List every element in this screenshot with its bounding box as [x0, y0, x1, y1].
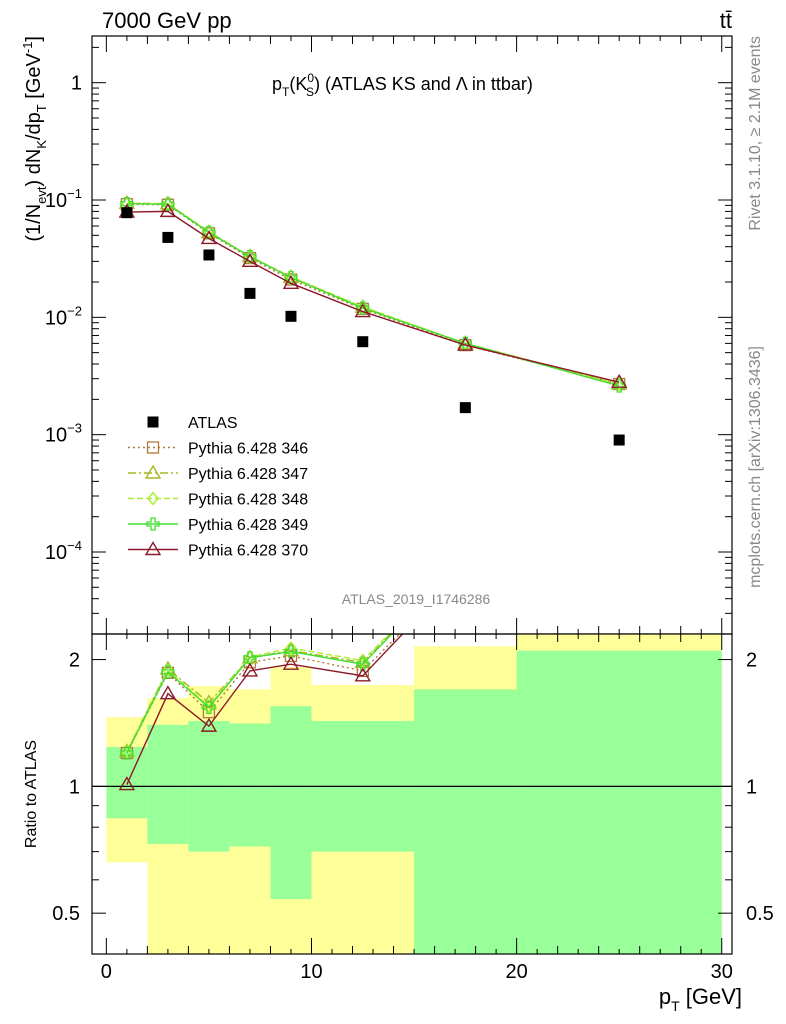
data-point-atlas	[121, 207, 133, 219]
ratio-point-p370	[282, 655, 300, 670]
data-point-atlas	[357, 336, 369, 348]
legend-label-p347: Pythia 6.428 347	[188, 466, 308, 483]
y-tick-label: 1	[71, 73, 82, 95]
legend-marker-atlas	[147, 416, 159, 428]
ratio-point-p348	[120, 744, 133, 759]
data-point-p348	[356, 299, 369, 314]
ratio-y-tick-label: 0.5	[52, 903, 80, 925]
ratio-point-p349	[202, 700, 216, 715]
legend-label-p349: Pythia 6.428 349	[188, 517, 308, 534]
ratio-point-p349	[356, 657, 370, 671]
data-point-p349	[161, 197, 175, 211]
uncertainty-band-green	[147, 724, 189, 844]
ratio-line-p370	[126, 634, 404, 785]
data-point-p370	[159, 202, 177, 218]
data-point-atlas	[459, 402, 471, 414]
series-line-p370	[126, 210, 620, 383]
legend: ATLAS Pythia 6.428 346 Pythia 6.428 347 Pyt…	[128, 415, 308, 560]
ratio-point-p370	[159, 685, 177, 700]
energy-label: 7000 GeV pp	[102, 8, 232, 33]
data-point-p370	[241, 252, 259, 268]
x-tick-label: 0	[101, 961, 112, 983]
legend-marker-p347	[144, 464, 162, 479]
legend-label-atlas: ATLAS	[188, 415, 238, 432]
legend-marker-p349	[146, 517, 160, 531]
ratio-y-tick-label-right: 2	[746, 650, 757, 672]
ratio-y-tick-label-right: 0.5	[746, 903, 774, 925]
plot-title: pT(K0 S) (ATLAS KS and Λ in ttbar)	[272, 71, 533, 99]
ratio-point-p349	[161, 665, 175, 679]
ratio-line-p349	[126, 634, 393, 754]
process-label: tt̄	[720, 8, 732, 33]
x-axis-title: pT [GeV]	[659, 984, 742, 1014]
ratio-frame	[91, 633, 733, 955]
data-point-p370	[354, 303, 371, 318]
x-tick-label: 10	[300, 961, 322, 983]
series-line-p346	[126, 203, 620, 385]
legend-marker-p370	[144, 541, 162, 556]
ratio-y-tick-label: 1	[69, 776, 80, 798]
ratio-point-p348	[356, 653, 369, 668]
analysis-id-label: ATLAS_2019_I1746286	[342, 591, 491, 607]
data-point-atlas	[285, 310, 297, 322]
data-point-atlas	[162, 231, 174, 243]
legend-label-p348: Pythia 6.428 348	[188, 492, 308, 509]
data-point-p370	[200, 230, 218, 245]
data-point-p349	[202, 225, 216, 240]
ratio-point-p348	[161, 662, 174, 678]
ratio-point-p370	[118, 776, 136, 791]
series-line-p348	[126, 202, 620, 385]
ratio-point-p349	[243, 651, 257, 665]
uncertainty-band-green	[414, 689, 517, 954]
data-point-p370	[282, 274, 300, 290]
x-tick-label: 20	[505, 961, 527, 983]
legend-marker-p348	[147, 491, 159, 506]
ratio-point-p349	[120, 746, 134, 760]
y-tick-label: 10−4	[45, 538, 82, 564]
ratio-y-tick-label: 2	[69, 650, 80, 672]
legend-marker-p346	[146, 441, 160, 454]
legend-label-p370: Pythia 6.428 370	[188, 543, 308, 560]
ratio-y-tick-label-right: 1	[746, 776, 757, 798]
ratio-point-p348	[285, 640, 297, 656]
y-tick-label: 10−2	[45, 303, 82, 329]
main-y-axis-title: (1/Nevt) dNK/dpT [GeV-1]	[20, 36, 49, 242]
data-point-atlas	[244, 287, 256, 299]
series-line-p349	[126, 203, 620, 387]
series-line-p347	[126, 202, 620, 385]
data-point-p370	[457, 336, 474, 351]
ratio-line-p347	[126, 634, 392, 752]
main-plot-panel: 1 10−1 10−2 10−3 10−4 pT(K0 S) (ATLAS KS and …	[20, 35, 733, 635]
ratio-point-p349	[284, 644, 298, 659]
ratio-point-p370	[241, 662, 259, 677]
legend-label-p346: Pythia 6.428 346	[188, 441, 308, 458]
data-point-p349	[356, 301, 370, 315]
ratio-line-p348	[126, 634, 391, 752]
uncertainty-band-green	[229, 723, 271, 847]
ratio-plot-panel: 0.5 0.5 1 1 2 2 0 10 20 30 Ratio to ATLAS pT [Ge…	[23, 633, 774, 1014]
y-tick-label: 10−1	[45, 186, 82, 212]
data-point-atlas	[613, 434, 625, 446]
data-point-atlas	[203, 249, 215, 261]
ratio-point-p370	[200, 717, 218, 732]
data-point-p370	[610, 373, 628, 388]
data-point-p349	[612, 379, 626, 393]
uncertainty-band-green	[270, 706, 312, 900]
ratio-y-axis-title: Ratio to ATLAS	[23, 740, 40, 848]
uncertainty-band-green	[516, 650, 722, 954]
mcplots-label: mcplots.cern.ch [arXiv:1306.3436]	[747, 346, 764, 588]
ratio-point-p370	[354, 667, 371, 682]
y-tick-label: 10−3	[45, 421, 82, 447]
rivet-label: Rivet 3.1.10, ≥ 2.1M events	[747, 36, 764, 231]
x-tick-label: 30	[711, 961, 733, 983]
